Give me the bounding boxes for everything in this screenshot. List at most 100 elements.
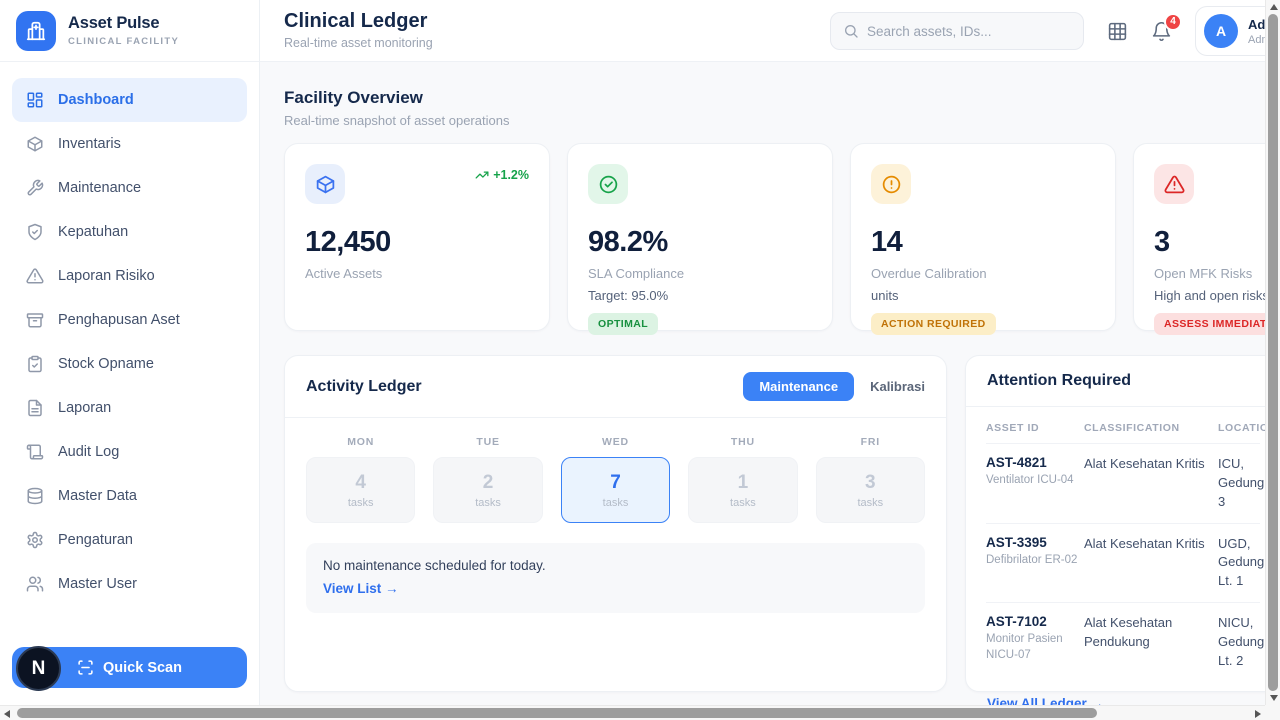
asset-classification: Alat Kesehatan Kritis xyxy=(1084,456,1205,471)
sidebar-nav: Dashboard Inventaris Maintenance Kepatuh… xyxy=(0,62,259,606)
sidebar-item-dashboard[interactable]: Dashboard xyxy=(12,78,247,122)
hospital-logo-icon xyxy=(16,10,56,51)
sidebar-item-label: Laporan xyxy=(58,400,112,416)
day-box-wed-selected[interactable]: 7 tasks xyxy=(560,457,671,523)
activity-tabs: Maintenance Kalibrasi xyxy=(743,372,925,401)
stat-value: 98.2% xyxy=(588,226,668,258)
asset-location: NICU, Gedung Lt. 2 xyxy=(1218,615,1265,668)
asset-id: AST-7102 xyxy=(986,614,1047,630)
brand-subtitle: CLINICAL FACILITY xyxy=(68,36,180,47)
tab-kalibrasi[interactable]: Kalibrasi xyxy=(870,372,925,401)
database-icon xyxy=(26,487,44,505)
stat-card-open-mfk-risks[interactable]: 3 Open MFK Risks High and open risks ASS… xyxy=(1133,143,1280,335)
stat-subtext: High and open risks xyxy=(1154,288,1269,303)
empty-state: No maintenance scheduled for today. View… xyxy=(306,543,925,613)
stat-card-sla-compliance[interactable]: 98.2% SLA Compliance Target: 95.0% OPTIM… xyxy=(567,143,833,335)
vertical-scrollbar[interactable] xyxy=(1265,0,1280,705)
stat-label: SLA Compliance xyxy=(588,266,685,281)
day-box-fri[interactable]: 3 tasks xyxy=(815,457,925,523)
search-box[interactable] xyxy=(830,12,1084,50)
sidebar-item-master-user[interactable]: Master User xyxy=(12,562,247,606)
day-box-tue[interactable]: 2 tasks xyxy=(433,457,543,523)
search-input[interactable] xyxy=(867,23,1071,39)
table-row[interactable]: AST-7102 Monitor Pasien NICU-07 Alat Kes… xyxy=(986,603,1264,682)
sidebar-item-label: Stock Opname xyxy=(58,356,154,372)
shield-check-icon xyxy=(26,223,44,241)
sidebar-item-label: Master Data xyxy=(58,488,137,504)
day-mon: MON 4 tasks xyxy=(306,436,416,523)
archive-icon xyxy=(26,311,44,329)
asset-id: AST-4821 xyxy=(986,455,1047,470)
day-fri: FRI 3 tasks xyxy=(815,436,925,523)
day-wed: WED 7 tasks xyxy=(560,436,671,523)
sidebar: Asset Pulse CLINICAL FACILITY Dashboard … xyxy=(0,0,260,705)
dev-tools-badge[interactable]: N xyxy=(16,646,61,691)
scan-icon xyxy=(77,659,94,676)
package-icon xyxy=(305,164,345,204)
stat-value: 3 xyxy=(1154,226,1170,258)
sidebar-item-label: Dashboard xyxy=(58,92,134,108)
sidebar-item-maintenance[interactable]: Maintenance xyxy=(12,166,247,210)
activity-ledger-panel: Activity Ledger Maintenance Kalibrasi MO… xyxy=(284,355,947,692)
table-row[interactable]: AST-3395 Defibrilator ER-02 Alat Kesehat… xyxy=(986,524,1264,604)
stat-label: Active Assets xyxy=(305,266,383,281)
sidebar-item-audit-log[interactable]: Audit Log xyxy=(12,430,247,474)
alert-triangle-icon xyxy=(1154,164,1194,204)
asset-classification: Alat Kesehatan Kritis xyxy=(1084,535,1205,551)
brand-name: Asset Pulse xyxy=(68,14,160,32)
sidebar-item-label: Laporan Risiko xyxy=(58,268,155,284)
day-tue: TUE 2 tasks xyxy=(433,436,543,523)
sidebar-item-penghapusan-aset[interactable]: Penghapusan Aset xyxy=(12,298,247,342)
attention-title: Attention Required xyxy=(987,372,1131,389)
day-box-mon[interactable]: 4 tasks xyxy=(306,457,416,523)
vertical-scroll-thumb[interactable] xyxy=(1268,14,1278,691)
sidebar-item-pengaturan[interactable]: Pengaturan xyxy=(12,518,247,562)
scrollbar-corner xyxy=(1265,705,1280,720)
apps-grid-button[interactable] xyxy=(1107,21,1128,42)
package-icon xyxy=(26,135,44,153)
sidebar-item-laporan-risiko[interactable]: Laporan Risiko xyxy=(12,254,247,298)
stat-value: 12,450 xyxy=(305,226,391,258)
status-badge-optimal: OPTIMAL xyxy=(588,313,659,335)
dashboard-icon xyxy=(26,91,44,109)
check-circle-icon xyxy=(588,164,628,204)
empty-message: No maintenance scheduled for today. xyxy=(323,558,546,573)
trending-up-icon xyxy=(475,168,489,182)
page-subtitle: Real-time asset monitoring xyxy=(284,36,433,50)
stat-label: Overdue Calibration xyxy=(871,266,987,281)
tab-maintenance[interactable]: Maintenance xyxy=(743,372,855,401)
overview-cards: +1.2% 12,450 Active Assets 98.2% SLA Com… xyxy=(284,143,1280,335)
stat-card-active-assets[interactable]: +1.2% 12,450 Active Assets xyxy=(284,143,550,331)
asset-classification: Alat Kesehatan Pendukung xyxy=(1084,615,1173,649)
horizontal-scrollbar[interactable] xyxy=(0,705,1265,720)
stat-card-overdue-calibration[interactable]: 14 Overdue Calibration units ACTION REQU… xyxy=(850,143,1116,335)
grid-icon xyxy=(1107,21,1128,42)
view-all-ledger-link[interactable]: View All Ledger → xyxy=(987,695,1105,705)
column-classification: CLASSIFICATION xyxy=(1084,422,1180,434)
status-badge-action-required: ACTION REQUIRED xyxy=(871,313,996,335)
wrench-icon xyxy=(26,179,44,197)
attention-required-panel: Attention Required ASSET ID CLASSIFICATI… xyxy=(965,355,1280,705)
view-list-link[interactable]: View List → xyxy=(323,581,399,596)
sidebar-item-inventaris[interactable]: Inventaris xyxy=(12,122,247,166)
week-days: MON 4 tasks TUE 2 tasks xyxy=(306,436,925,523)
asset-location: UGD, Gedung Lt. 1 xyxy=(1218,535,1265,589)
scroll-up-arrow[interactable] xyxy=(1266,0,1280,14)
page-title: Clinical Ledger xyxy=(284,10,428,32)
quick-scan-label: Quick Scan xyxy=(103,659,182,676)
alert-triangle-icon xyxy=(26,267,44,285)
sidebar-item-stock-opname[interactable]: Stock Opname xyxy=(12,342,247,386)
scroll-right-arrow[interactable] xyxy=(1251,706,1265,720)
day-box-thu[interactable]: 1 tasks xyxy=(688,457,798,523)
scroll-down-arrow[interactable] xyxy=(1266,691,1280,705)
sidebar-item-master-data[interactable]: Master Data xyxy=(12,474,247,518)
scroll-left-arrow[interactable] xyxy=(0,706,14,720)
asset-location: ICU, Gedung 3 xyxy=(1218,456,1265,509)
sidebar-item-laporan[interactable]: Laporan xyxy=(12,386,247,430)
horizontal-scroll-thumb[interactable] xyxy=(17,708,1097,718)
notifications-button[interactable]: 4 xyxy=(1151,12,1182,42)
sidebar-item-kepatuhan[interactable]: Kepatuhan xyxy=(12,210,247,254)
sidebar-item-label: Pengaturan xyxy=(58,532,133,548)
table-row[interactable]: AST-4821 Ventilator ICU-04 Alat Kesehata… xyxy=(986,444,1264,524)
activity-title: Activity Ledger xyxy=(306,377,422,395)
